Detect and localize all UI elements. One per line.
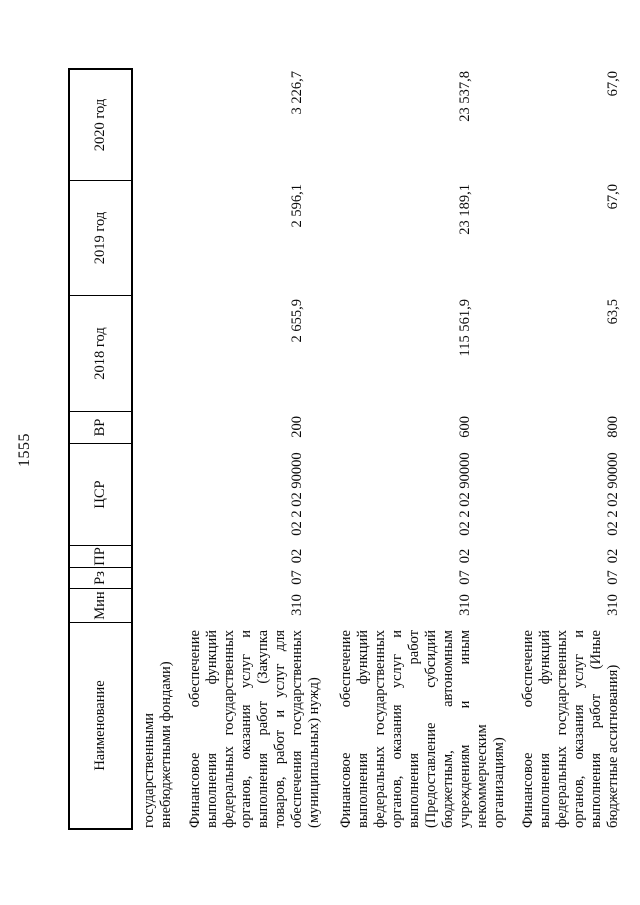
- row-2020-value: 3 226,7: [289, 71, 305, 115]
- row-2020-value: 67,0: [605, 71, 621, 97]
- row-min-code: 310: [605, 594, 621, 616]
- row-2018-value: 2 655,9: [289, 299, 305, 343]
- row-rz-code: 07: [457, 570, 473, 585]
- row-name: Финансовое обеспечение выполнения функци…: [338, 630, 507, 828]
- row-csr-code: 02 2 02 90000: [289, 452, 305, 536]
- header-cell-name: Наименование: [70, 622, 131, 828]
- row-2019-value: 67,0: [605, 184, 621, 210]
- row-rz-code: 07: [605, 570, 621, 585]
- table-row: Финансовое обеспечение выполнения функци…: [338, 70, 508, 828]
- row-min-code: 310: [457, 594, 473, 616]
- row-pr-code: 02: [289, 548, 305, 564]
- row-rz-code: 07: [289, 570, 305, 585]
- row-2019-value: 23 189,1: [457, 184, 473, 235]
- row-2019-value: 2 596,1: [289, 184, 305, 228]
- header-cell-2018: 2018 год: [70, 295, 131, 411]
- row-vr-code: 200: [289, 416, 305, 438]
- row-pr-code: 02: [457, 548, 473, 564]
- page-number: 1555: [16, 433, 33, 467]
- header-cell-csr: ЦСР: [70, 443, 131, 545]
- header-cell-min: Мин: [70, 588, 131, 622]
- row-pr-code: 02: [605, 548, 621, 564]
- row-vr-code: 800: [605, 416, 621, 438]
- row-2018-value: 63,5: [605, 299, 621, 325]
- row-vr-code: 600: [457, 416, 473, 438]
- row-2020-value: 23 537,8: [457, 71, 473, 122]
- row-min-code: 310: [289, 594, 305, 616]
- header-cell-2020: 2020 год: [92, 98, 108, 152]
- row-2018-value: 115 561,9: [457, 299, 473, 357]
- table-header-row: Наименование Мин Рз ПР ЦСР ВР 2018 год 2…: [68, 68, 133, 830]
- row-csr-code: 02 2 02 90000: [457, 452, 473, 536]
- header-cell-2019: 2019 год: [70, 180, 131, 295]
- header-cell-pr: ПР: [70, 545, 131, 567]
- row-name: Финансовое обеспечение выполнения функци…: [187, 630, 322, 828]
- table-row: Финансовое обеспечение выполнения функци…: [187, 70, 323, 828]
- budget-table: Наименование Мин Рз ПР ЦСР ВР 2018 год 2…: [68, 68, 622, 830]
- header-cell-rz: Рз: [70, 567, 131, 588]
- table-row-continuation: государственными внебюджетными фондами): [141, 70, 175, 828]
- row-csr-code: 02 2 02 90000: [605, 452, 621, 536]
- row-name: Финансовое обеспечение выполнения функци…: [520, 630, 621, 828]
- row-name-continuation: государственными внебюджетными фондами): [141, 661, 174, 828]
- header-cell-vr: ВР: [70, 411, 131, 443]
- table-row: Финансовое обеспечение выполнения функци…: [520, 70, 622, 828]
